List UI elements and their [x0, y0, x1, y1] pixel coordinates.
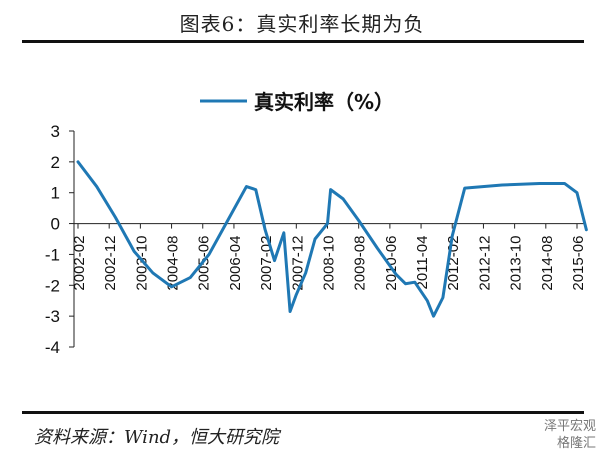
x-tick-label: 2011-04: [414, 236, 431, 290]
x-tick-label: 2004-08: [165, 236, 182, 291]
x-tick-label: 2010-06: [383, 236, 400, 291]
x-tick-label: 2009-08: [352, 236, 369, 291]
y-tick-label: -1: [45, 245, 60, 264]
x-tick-label: 2014-08: [539, 236, 556, 291]
page-title: 图表6：真实利率长期为负: [179, 12, 425, 36]
x-tick-label: 2006-04: [227, 236, 244, 291]
y-tick-label: 3: [51, 122, 60, 141]
x-tick-label: 2002-02: [71, 236, 88, 291]
x-tick-label: 2007-12: [289, 236, 306, 291]
x-axis: 2002-02 2002-12 2003-10 2004-08 2005-06 2006-…: [71, 223, 587, 291]
y-tick-label: -3: [45, 307, 60, 326]
x-tick-label: 2003-10: [133, 236, 150, 291]
legend-label: 真实利率（%）: [254, 90, 394, 114]
chart-legend: 真实利率（%）: [200, 90, 394, 114]
x-tick-label: 2007-02: [258, 236, 275, 291]
y-tick-label: -4: [45, 338, 60, 357]
watermark: 泽平宏观 格隆汇: [544, 418, 596, 452]
x-tick-label: 2005-06: [196, 236, 213, 291]
x-tick-label: 2012-12: [476, 236, 493, 291]
top-divider: [22, 40, 584, 43]
real-interest-rate-chart: 真实利率（%） 3 2 1 0 -1 -2 -3 -4 2002-02 2002-12 2003-…: [45, 90, 588, 357]
source-note: 资料来源：Wind，恒大研究院: [34, 427, 280, 448]
y-tick-label: -2: [45, 276, 60, 295]
series-layer: [76, 160, 588, 318]
y-tick-label: 0: [51, 215, 60, 234]
x-tick-label: 2015-06: [570, 236, 587, 291]
y-tick-label: 1: [51, 184, 60, 203]
watermark-line-2: 格隆汇: [556, 436, 596, 451]
y-axis: 3 2 1 0 -1 -2 -3 -4: [45, 122, 75, 357]
series-line-0: [76, 160, 588, 318]
x-tick-label: 2013-10: [508, 236, 525, 291]
bottom-divider: [22, 411, 584, 414]
x-tick-label: 2002-12: [102, 236, 119, 291]
watermark-line-1: 泽平宏观: [543, 419, 596, 434]
y-tick-label: 2: [51, 153, 60, 172]
x-tick-label: 2008-10: [321, 236, 338, 291]
